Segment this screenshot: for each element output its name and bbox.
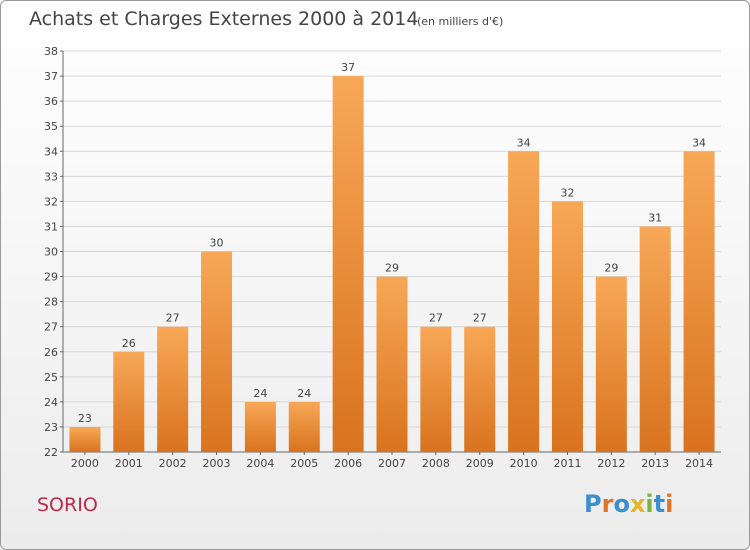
y-tick-label: 33 [44,170,58,183]
x-tick-label: 2013 [641,457,669,470]
bar-value-label: 27 [473,312,487,325]
bar-2012 [595,276,627,452]
x-tick-label: 2002 [159,457,187,470]
bar-2002 [157,326,189,452]
bar-value-labels: 23 26 27 30 24 24 37 29 27 27 34 32 29 31 34 [78,61,706,425]
chart-title: Achats et Charges Externes 2000 à 2014 [29,8,419,30]
x-tick-label: 2000 [71,457,99,470]
x-tick-label: 2007 [378,457,406,470]
bar-value-label: 27 [166,312,180,325]
logo-letter: r [601,490,614,518]
logo-letter: t [653,490,666,518]
x-tick-label: 2001 [115,457,143,470]
bars [69,76,715,452]
x-tick-label: 2004 [246,457,274,470]
y-tick-label: 34 [44,145,58,158]
y-tick-label: 32 [44,195,58,208]
bar-2000 [69,426,101,452]
x-tick-label: 2008 [422,457,450,470]
bar-value-label: 29 [604,262,618,275]
logo-letter: o [613,490,630,518]
x-tick-label: 2010 [510,457,538,470]
x-tick-label: 2012 [597,457,625,470]
y-tick-label: 31 [44,220,58,233]
y-tick-label: 28 [44,296,58,309]
logo-letter: x [629,490,646,518]
bar-value-label: 29 [385,262,399,275]
y-tick-label: 24 [44,396,58,409]
y-tick-label: 26 [44,346,58,359]
bar-2003 [201,251,233,452]
bar-2004 [244,401,276,452]
bar-value-label: 30 [210,237,224,250]
bar-value-label: 24 [297,387,311,400]
y-tick-labels: 22 23 24 25 26 27 28 29 30 31 32 33 34 35 36 37 38 [44,45,58,459]
y-tick-label: 38 [44,45,58,58]
y-tick-label: 30 [44,246,58,259]
x-tick-labels: 2000 2001 2002 2003 2004 2005 2006 2007 2008 2009… [71,457,713,470]
bar-2014 [683,151,715,452]
bar-2001 [113,351,145,452]
y-tick-label: 25 [44,371,58,384]
x-tick-label: 2006 [334,457,362,470]
bar-value-label: 32 [560,186,574,199]
chart-subtitle: (en milliers d'€) [417,15,504,28]
bar-2005 [288,401,320,452]
y-tick-label: 36 [44,95,58,108]
y-tick-label: 29 [44,271,58,284]
logo-letter: i [645,490,654,518]
bar-value-label: 37 [341,61,355,74]
y-tick-label: 37 [44,70,58,83]
logo-letter: P [584,490,602,518]
bar-value-label: 34 [517,136,531,149]
bar-2010 [508,151,540,452]
x-tick-label: 2011 [553,457,581,470]
bar-2013 [639,226,671,452]
y-tick-label: 27 [44,321,58,334]
bar-value-label: 34 [692,136,706,149]
y-tick-label: 35 [44,120,58,133]
bar-2007 [376,276,408,452]
x-tick-label: 2009 [466,457,494,470]
y-tick-label: 23 [44,421,58,434]
bar-value-label: 24 [253,387,267,400]
bar-value-label: 23 [78,412,92,425]
x-tick-label: 2014 [685,457,713,470]
y-tick-label: 22 [44,446,58,459]
x-tick-label: 2005 [290,457,318,470]
logo-letter: i [665,490,674,518]
bar-2008 [420,326,452,452]
proxiti-logo: Proxiti [584,490,673,518]
place-name: SORIO [37,494,98,516]
bar-value-label: 31 [648,211,662,224]
bar-2006 [332,76,364,452]
bar-value-label: 26 [122,337,136,350]
bar-2009 [464,326,496,452]
x-tick-label: 2003 [203,457,231,470]
bar-value-label: 27 [429,312,443,325]
bar-2011 [551,201,583,452]
